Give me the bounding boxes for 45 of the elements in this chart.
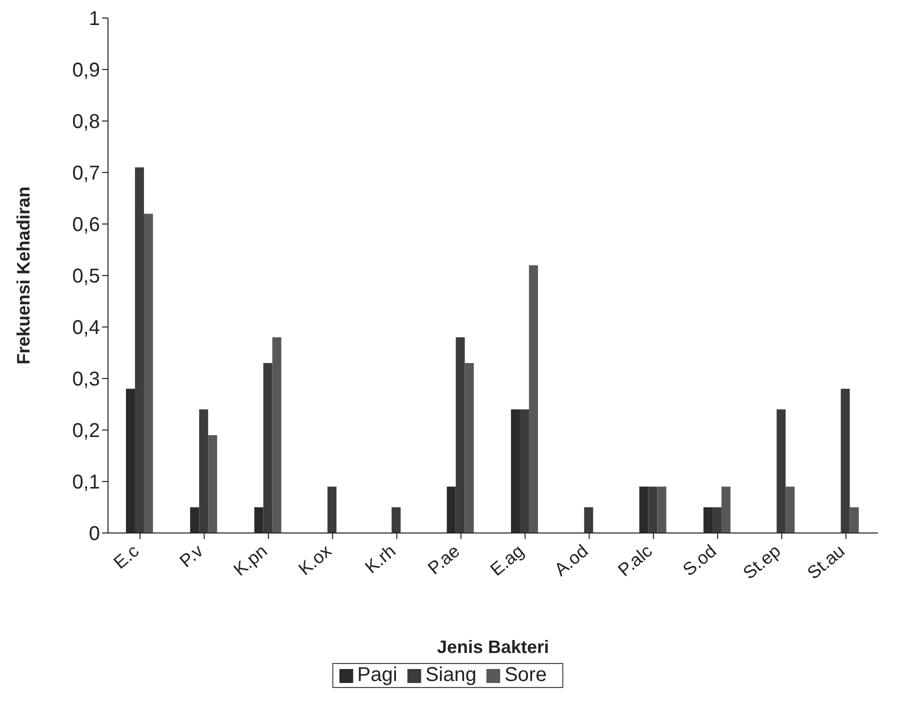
bar bbox=[657, 486, 666, 533]
legend-label: Siang bbox=[425, 664, 476, 686]
x-tick-label: K.rh bbox=[361, 540, 400, 578]
bar bbox=[712, 507, 722, 533]
bar bbox=[520, 409, 529, 533]
y-tick-label: 0,5 bbox=[72, 266, 100, 288]
bar bbox=[199, 409, 208, 533]
y-tick-label: 0,6 bbox=[72, 214, 100, 236]
y-tick-label: 0,8 bbox=[72, 111, 100, 134]
x-tick-label: K.pn bbox=[230, 540, 271, 580]
bar bbox=[776, 409, 786, 533]
bar bbox=[850, 507, 859, 533]
bar bbox=[327, 486, 336, 533]
y-tick-label: 0,2 bbox=[72, 420, 100, 442]
y-tick-label: 0,3 bbox=[72, 368, 100, 391]
bar bbox=[272, 337, 282, 533]
bar bbox=[392, 507, 401, 533]
x-tick-label: E.c bbox=[110, 540, 143, 573]
y-tick-label: 1 bbox=[88, 8, 100, 30]
x-axis-title: Jenis Bakteri bbox=[436, 637, 550, 657]
bar bbox=[840, 388, 850, 533]
x-tick-label: P.alc bbox=[614, 540, 656, 580]
bar bbox=[528, 265, 538, 533]
bar bbox=[456, 337, 465, 533]
y-tick-label: 0,7 bbox=[72, 162, 100, 185]
y-tick-label: 0,9 bbox=[72, 60, 100, 82]
bar bbox=[648, 486, 658, 533]
bar bbox=[584, 507, 594, 533]
bar bbox=[786, 486, 795, 533]
y-tick-label: 0,1 bbox=[72, 472, 100, 494]
x-tick-label: P.v bbox=[176, 540, 207, 572]
x-tick-label: K.ox bbox=[294, 540, 336, 580]
legend-label: Pagi bbox=[357, 664, 398, 686]
bar bbox=[208, 435, 218, 533]
bar bbox=[464, 363, 474, 533]
bar bbox=[134, 167, 144, 533]
y-axis-title: Frekuensi Kehadiran bbox=[13, 186, 34, 365]
y-tick-label: 0,4 bbox=[72, 317, 100, 340]
x-tick-label: P.ae bbox=[424, 540, 464, 578]
y-tick-label: 0 bbox=[88, 523, 100, 546]
bar bbox=[721, 486, 730, 533]
x-tick-label: E.ag bbox=[486, 540, 528, 580]
legend-label: Sore bbox=[504, 664, 547, 686]
bar bbox=[144, 214, 153, 533]
bar bbox=[263, 363, 272, 533]
